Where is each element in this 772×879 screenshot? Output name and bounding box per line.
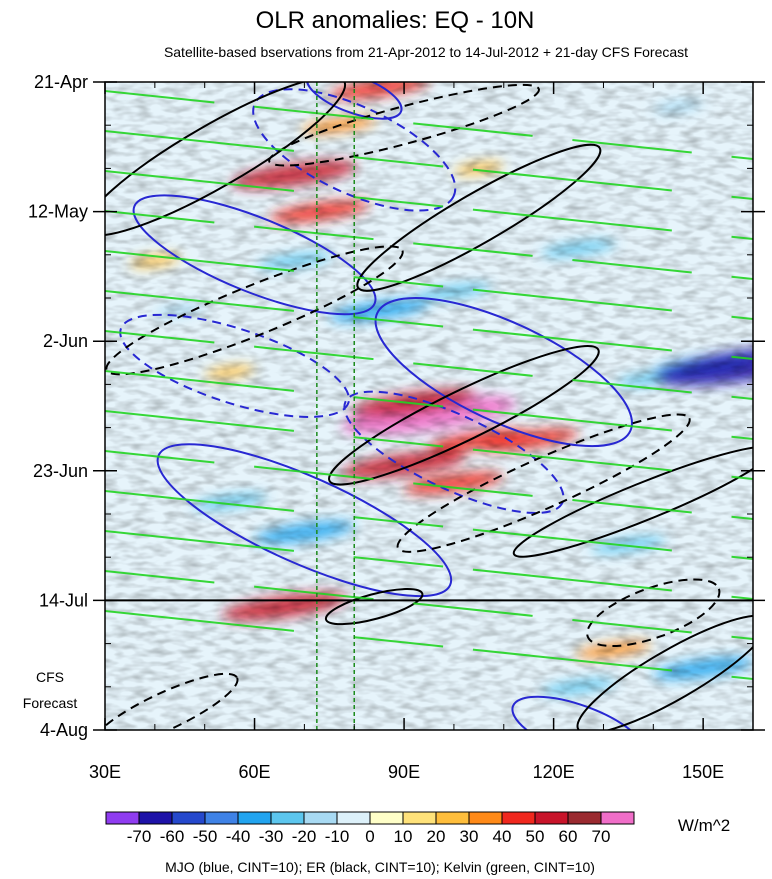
kelvin-streak-2 xyxy=(105,170,753,240)
colorbar-swatch-12 xyxy=(501,811,536,825)
chart-title: OLR anomalies: EQ - 10N xyxy=(256,7,535,34)
contour-er-12 xyxy=(396,413,691,553)
contour-mjo-3 xyxy=(374,297,633,448)
contour-er-10 xyxy=(105,245,404,376)
kelvin-streak-1 xyxy=(105,130,753,200)
plot-frame xyxy=(104,81,754,731)
forecast-label-line1: CFS xyxy=(36,669,64,685)
kelvin-streak-3 xyxy=(105,210,753,280)
y-tick-label-0: 21-Apr xyxy=(34,72,88,92)
kelvin-streak-12 xyxy=(105,570,753,640)
colorbar-swatch-1 xyxy=(138,811,173,825)
reference-longitude-lines xyxy=(316,82,355,730)
colorbar-swatch-13 xyxy=(534,811,569,825)
forecast-label-line2: Forecast xyxy=(23,695,78,711)
kelvin-streak-11 xyxy=(105,530,753,600)
colorbar-swatch-9 xyxy=(402,811,437,825)
y-tick-label-2: 2-Jun xyxy=(43,331,88,351)
colorbar-swatch-8 xyxy=(369,811,404,825)
x-tick-label-3: 120E xyxy=(533,762,575,782)
colorbar-label-0: -70 xyxy=(127,827,152,846)
contour-er-14 xyxy=(586,578,721,648)
colorbar-label-7: 0 xyxy=(365,827,374,846)
kelvin-streak-6 xyxy=(105,330,753,400)
kelvin-streak-5 xyxy=(105,290,753,360)
colorbar-unit: W/m^2 xyxy=(678,816,730,835)
colorbar-swatch-0 xyxy=(105,811,140,825)
x-tick-label-0: 30E xyxy=(89,762,121,782)
colorbar-label-2: -50 xyxy=(193,827,218,846)
y-tick-label-3: 23-Jun xyxy=(33,461,88,481)
plot-area xyxy=(105,82,753,730)
colorbar: -70 -60 -50 -40 -30 -20 -10 0 10 20 30 40 50 60 70 xyxy=(105,811,635,846)
kelvin-streak-13 xyxy=(105,610,753,680)
contour-er-9 xyxy=(356,143,602,292)
contour-er-13 xyxy=(512,445,753,558)
contour-er-16 xyxy=(105,672,239,730)
chart-subtitle: Satellite-based bservations from 21-Apr-… xyxy=(164,44,688,60)
kelvin-streak-7 xyxy=(105,370,753,440)
contour-mjo-6 xyxy=(305,82,403,120)
x-tick-label-1: 60E xyxy=(239,762,271,782)
y-tick-label-4: 14-Jul xyxy=(39,590,88,610)
colorbar-label-5: -20 xyxy=(292,827,317,846)
colorbar-label-13: 60 xyxy=(559,827,578,846)
colorbar-label-14: 70 xyxy=(592,827,611,846)
colorbar-swatch-11 xyxy=(468,811,503,825)
colorbar-label-1: -60 xyxy=(160,827,185,846)
contour-layer xyxy=(105,82,753,730)
colorbar-swatch-5 xyxy=(270,811,305,825)
contour-mjo-2 xyxy=(119,313,350,418)
colorbar-label-4: -30 xyxy=(259,827,284,846)
contour-mjo-5 xyxy=(156,443,453,598)
colorbar-label-12: 50 xyxy=(526,827,545,846)
y-tick-label-5: 4-Aug xyxy=(40,720,88,740)
axes: 30E 60E 90E 120E 150E 21-Apr 12-May 2-Jun 23-Jun… xyxy=(28,72,765,782)
colorbar-label-3: -40 xyxy=(226,827,251,846)
contour-mjo-7 xyxy=(511,695,646,730)
contour-mjo-0 xyxy=(132,194,377,316)
kelvin-streak-4 xyxy=(105,250,753,320)
kelvin-streak-9 xyxy=(105,450,753,520)
x-tick-label-4: 150E xyxy=(682,762,724,782)
contour-mjo-1 xyxy=(252,88,457,212)
colorbar-label-10: 30 xyxy=(460,827,479,846)
colorbar-label-9: 20 xyxy=(427,827,446,846)
contour-er-8 xyxy=(105,82,347,237)
colorbar-swatch-3 xyxy=(204,811,239,825)
colorbar-swatch-15 xyxy=(600,811,635,825)
colorbar-label-6: -10 xyxy=(325,827,350,846)
x-tick-label-2: 90E xyxy=(388,762,420,782)
colorbar-label-11: 40 xyxy=(493,827,512,846)
y-tick-label-1: 12-May xyxy=(28,202,88,222)
contour-er-11 xyxy=(328,345,600,486)
kelvin-streak-10 xyxy=(105,490,753,560)
contour-er-18 xyxy=(268,83,540,167)
contour-legend: MJO (blue, CINT=10); ER (black, CINT=10)… xyxy=(165,859,595,875)
colorbar-swatch-14 xyxy=(567,811,602,825)
kelvin-streak-0 xyxy=(105,90,753,160)
contour-er-17 xyxy=(324,588,424,626)
colorbar-swatch-2 xyxy=(171,811,206,825)
kelvin-streak-8 xyxy=(105,410,753,480)
colorbar-swatch-6 xyxy=(303,811,338,825)
colorbar-label-8: 10 xyxy=(394,827,413,846)
colorbar-swatch-4 xyxy=(237,811,272,825)
colorbar-swatch-7 xyxy=(336,811,371,825)
colorbar-swatch-10 xyxy=(435,811,470,825)
